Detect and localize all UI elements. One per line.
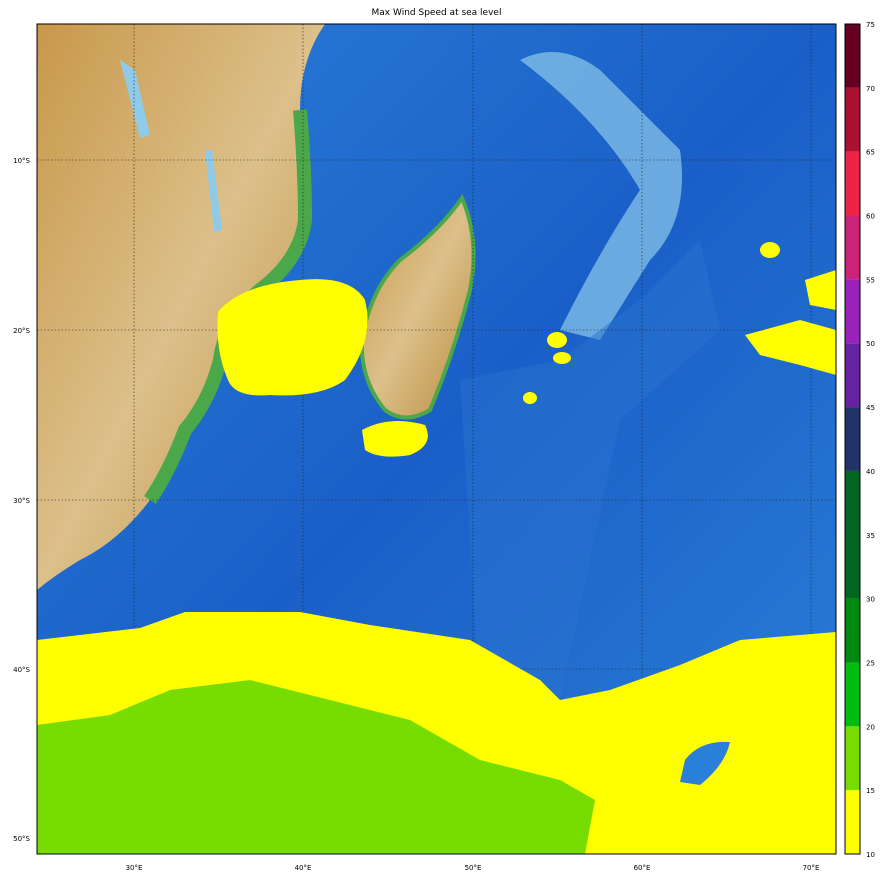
- colorbar-tick-label: 60: [866, 213, 875, 221]
- colorbar-frame: [844, 23, 861, 855]
- colorbar-bin: [845, 790, 860, 854]
- colorbar-tick-label: 35: [866, 532, 875, 540]
- lon-label: 70°E: [803, 864, 820, 872]
- colorbar-bin: [845, 24, 860, 88]
- colorbar-tick-label: 65: [866, 149, 875, 157]
- colorbar-bin: [845, 470, 860, 599]
- lake: [120, 60, 150, 138]
- madagascar-land: [359, 193, 476, 420]
- colorbar-bin: [845, 343, 860, 408]
- wind-15-20-south: [37, 680, 595, 854]
- colorbar-tick-label: 25: [866, 659, 875, 667]
- colorbar-tick-label: 15: [866, 787, 875, 795]
- plot-frame: [36, 23, 837, 855]
- colorbar-tick-label: 40: [866, 468, 875, 476]
- colorbar-bin: [845, 87, 860, 152]
- map-title: Max Wind Speed at sea level: [371, 8, 502, 18]
- calm-ocean-patch: [680, 741, 730, 785]
- lake: [205, 150, 222, 232]
- lat-label: 50°S: [13, 835, 30, 843]
- colorbar: 10 15 20 25 30 35 40 45 50 55 60 65 70 75: [844, 21, 875, 859]
- ridge: [460, 240, 720, 700]
- colorbar-tick-label: 30: [866, 596, 875, 604]
- colorbar-bin: [845, 662, 860, 727]
- lon-label: 50°E: [465, 864, 482, 872]
- lat-label: 10°S: [13, 157, 30, 165]
- africa-land: [37, 24, 325, 590]
- lat-labels: 10°S 20°S 30°S 40°S 50°S: [13, 157, 30, 843]
- colorbar-bin: [845, 279, 860, 344]
- shelf: [520, 52, 682, 340]
- wind-10-15-mozambique-channel: [217, 279, 368, 396]
- lat-label: 30°S: [13, 497, 30, 505]
- lon-label: 60°E: [634, 864, 651, 872]
- wind-10-15-south-madagascar: [362, 421, 428, 457]
- colorbar-tick-label: 50: [866, 340, 875, 348]
- colorbar-bin: [845, 151, 860, 216]
- colorbar-bin: [845, 726, 860, 791]
- colorbar-tick-label: 55: [866, 276, 875, 284]
- colorbar-tick-label: 20: [866, 723, 875, 731]
- colorbar-tick-label: 75: [866, 21, 875, 29]
- colorbar-tick-label: 10: [866, 851, 875, 859]
- lon-label: 30°E: [126, 864, 143, 872]
- colorbar-tick-label: 45: [866, 404, 875, 412]
- colorbar-bin: [845, 598, 860, 663]
- colorbar-tick-label: 70: [866, 85, 875, 93]
- wind-10-15-patches: [523, 242, 836, 404]
- lon-label: 40°E: [295, 864, 312, 872]
- lon-labels: 30°E 40°E 50°E 60°E 70°E: [126, 864, 820, 872]
- lat-label: 40°S: [13, 666, 30, 674]
- lat-label: 20°S: [13, 327, 30, 335]
- colorbar-bin: [845, 215, 860, 280]
- colorbar-bin: [845, 407, 860, 471]
